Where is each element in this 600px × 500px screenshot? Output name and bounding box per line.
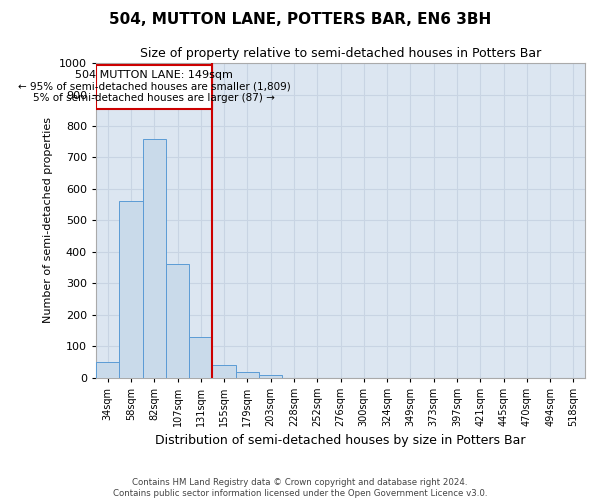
Bar <box>236 372 259 378</box>
Text: 5% of semi-detached houses are larger (87) →: 5% of semi-detached houses are larger (8… <box>33 93 275 103</box>
Bar <box>166 264 189 378</box>
Bar <box>96 64 212 108</box>
Text: 504 MUTTON LANE: 149sqm: 504 MUTTON LANE: 149sqm <box>75 70 233 81</box>
Y-axis label: Number of semi-detached properties: Number of semi-detached properties <box>43 118 53 324</box>
Bar <box>143 138 166 378</box>
Bar <box>119 202 143 378</box>
X-axis label: Distribution of semi-detached houses by size in Potters Bar: Distribution of semi-detached houses by … <box>155 434 526 448</box>
Title: Size of property relative to semi-detached houses in Potters Bar: Size of property relative to semi-detach… <box>140 48 541 60</box>
Text: 504, MUTTON LANE, POTTERS BAR, EN6 3BH: 504, MUTTON LANE, POTTERS BAR, EN6 3BH <box>109 12 491 28</box>
Bar <box>212 365 236 378</box>
Bar <box>259 376 282 378</box>
Bar <box>189 336 212 378</box>
Text: Contains HM Land Registry data © Crown copyright and database right 2024.
Contai: Contains HM Land Registry data © Crown c… <box>113 478 487 498</box>
Text: ← 95% of semi-detached houses are smaller (1,809): ← 95% of semi-detached houses are smalle… <box>18 82 290 92</box>
Bar <box>96 362 119 378</box>
